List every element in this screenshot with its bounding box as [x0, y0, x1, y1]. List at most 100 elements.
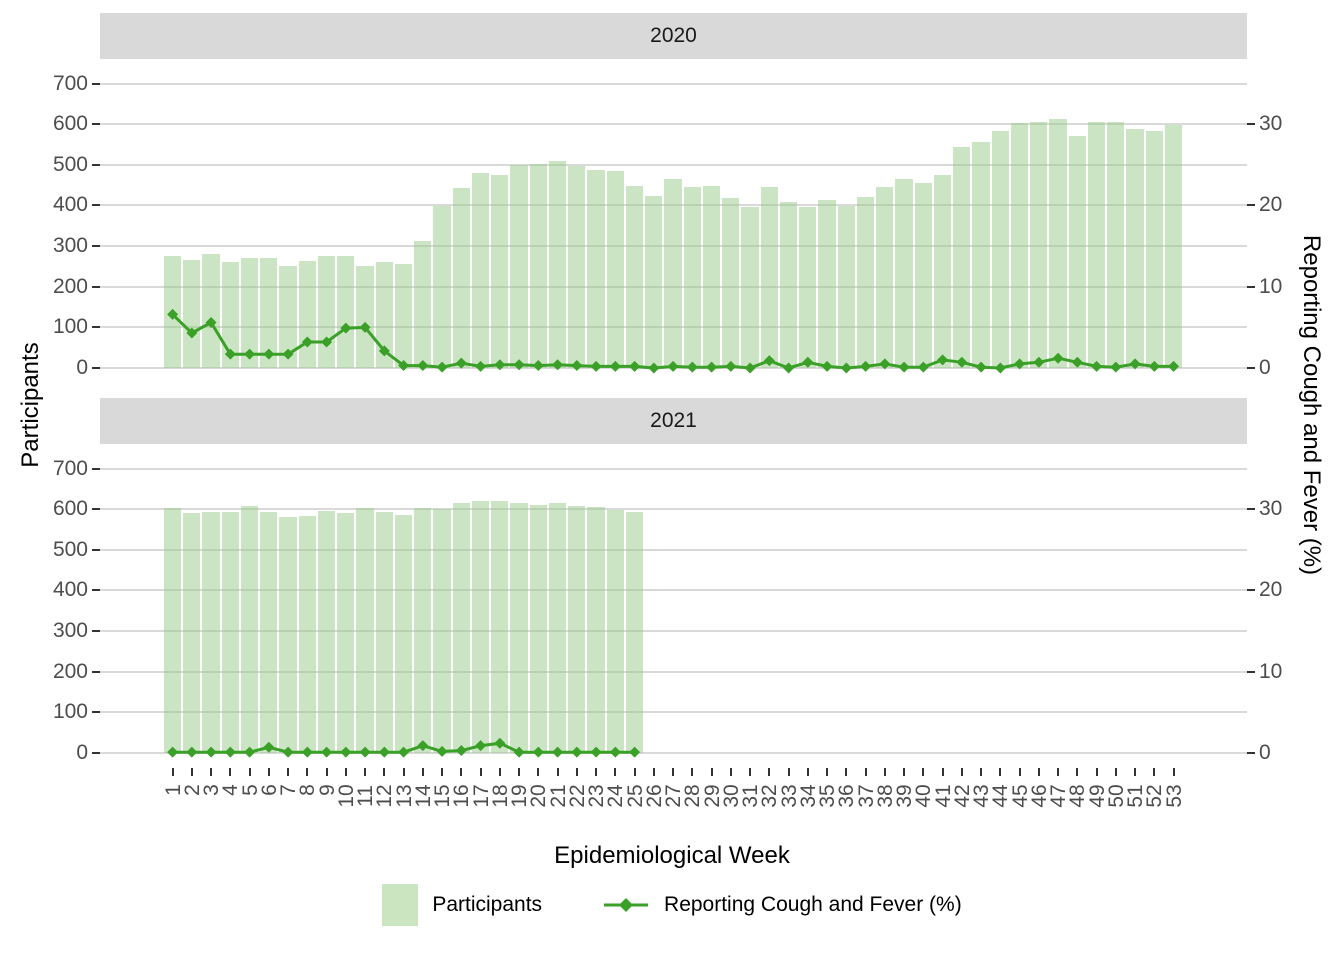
x-tick-37: [864, 768, 867, 776]
plot-panel-2021: [100, 444, 1247, 768]
bar-week-44: [991, 130, 1009, 368]
bar-week-36: [837, 205, 855, 368]
x-tick-15: [441, 768, 444, 776]
x-tick-52: [1153, 768, 1156, 776]
line-point-week-13: [398, 360, 410, 372]
x-tick-1: [171, 768, 174, 776]
line-point-week-12: [378, 345, 390, 357]
x-tick-10: [344, 768, 347, 776]
bar-week-40: [914, 182, 932, 368]
left-tick-100: [92, 326, 100, 329]
bar-week-43: [972, 141, 990, 368]
right-tick-label-10: 10: [1259, 659, 1283, 683]
line-point-week-38: [879, 358, 891, 370]
line-point-week-20: [532, 360, 544, 372]
legend-line-label: Reporting Cough and Fever (%): [664, 893, 962, 916]
bar-week-12: [375, 261, 393, 368]
line-point-week-6: [263, 348, 275, 360]
x-tick-34: [806, 768, 809, 776]
bar-week-12: [375, 512, 393, 753]
line-point-week-9: [321, 746, 333, 758]
x-tick-6: [267, 768, 270, 776]
x-tick-29: [710, 768, 713, 776]
bar-week-16: [452, 187, 470, 368]
x-tick-45: [1018, 768, 1021, 776]
line-point-week-17: [475, 360, 487, 372]
line-point-week-32: [763, 355, 775, 367]
x-tick-5: [248, 768, 251, 776]
line-point-week-11: [359, 746, 371, 758]
bar-week-28: [683, 187, 701, 368]
left-tick-label-100: 100: [52, 700, 88, 724]
bar-week-45: [1010, 123, 1029, 368]
x-tick-41: [941, 768, 944, 776]
bar-week-19: [510, 503, 528, 753]
line-point-week-52: [1148, 360, 1160, 372]
line-point-week-45: [1014, 358, 1026, 370]
bar-week-13: [394, 263, 413, 368]
line-point-week-19: [513, 359, 525, 371]
legend-fill-label: Participants: [432, 893, 543, 916]
gridline-700: [100, 82, 1247, 85]
line-point-week-27: [667, 360, 679, 372]
right-tick-label-10: 10: [1259, 274, 1283, 298]
right-tick-10: [1247, 285, 1255, 288]
line-point-week-6: [263, 741, 275, 753]
line-point-week-42: [956, 356, 968, 368]
line-point-week-14: [417, 360, 429, 372]
bar-week-3: [202, 253, 220, 368]
bar-week-33: [779, 202, 798, 368]
facet-strip-2020: 2020: [100, 13, 1247, 59]
bar-week-10: [337, 256, 355, 368]
bar-week-24: [606, 171, 624, 368]
x-tick-17: [479, 768, 482, 776]
line-point-week-14: [417, 740, 429, 752]
line-point-week-34: [802, 356, 814, 368]
x-tick-48: [1076, 768, 1079, 776]
line-point-week-43: [975, 361, 987, 373]
line-point-week-20: [532, 746, 544, 758]
right-tick-30: [1247, 508, 1255, 511]
line-point-week-19: [513, 746, 525, 758]
line-point-week-47: [1052, 352, 1064, 364]
bar-week-18: [491, 174, 509, 368]
bar-week-22: [568, 505, 586, 753]
x-tick-47: [1057, 768, 1060, 776]
line-point-week-7: [282, 746, 294, 758]
bar-week-17: [471, 501, 490, 753]
line-point-week-53: [1168, 360, 1180, 372]
line-point-week-49: [1091, 360, 1103, 372]
line-point-week-24: [609, 746, 621, 758]
line-point-week-21: [552, 359, 564, 371]
gridline-600: [100, 123, 1247, 126]
left-tick-label-300: 300: [52, 234, 88, 258]
line-point-week-11: [359, 321, 371, 333]
left-tick-label-600: 600: [52, 112, 88, 136]
line-point-week-26: [648, 362, 660, 374]
right-tick-label-0: 0: [1259, 356, 1271, 379]
left-tick-200: [92, 285, 100, 288]
line-point-week-1: [167, 746, 179, 758]
right-tick-10: [1247, 670, 1255, 673]
line-point-week-35: [821, 360, 833, 372]
x-tick-39: [903, 768, 906, 776]
x-tick-53: [1172, 768, 1175, 776]
bar-week-18: [491, 500, 509, 753]
line-point-week-44: [994, 362, 1006, 374]
line-point-week-4: [224, 348, 236, 360]
bar-week-10: [337, 512, 355, 753]
line-point-week-18: [494, 737, 506, 749]
line-point-week-51: [1129, 358, 1141, 370]
line-point-week-39: [898, 361, 910, 373]
x-tick-23: [595, 768, 598, 776]
left-tick-0: [92, 752, 100, 754]
x-tick-30: [729, 768, 732, 776]
bar-week-4: [221, 512, 239, 753]
line-point-week-7: [282, 348, 294, 360]
gridline-0: [100, 752, 1247, 754]
left-tick-label-700: 700: [52, 456, 88, 480]
bar-week-14: [414, 241, 432, 368]
legend-key-diamond-icon: [619, 898, 634, 912]
line-point-week-29: [706, 361, 718, 373]
left-tick-400: [92, 204, 100, 207]
